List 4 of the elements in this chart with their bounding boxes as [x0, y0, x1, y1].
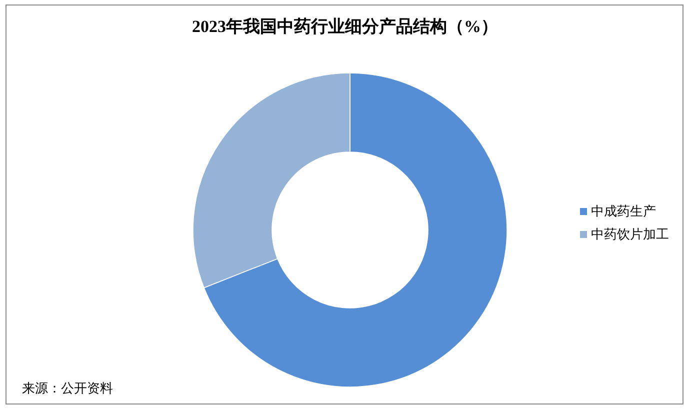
- legend-label: 中药饮片加工: [591, 228, 669, 243]
- chart-title: 2023年我国中药行业细分产品结构（%）: [192, 16, 498, 36]
- source-note: 来源：公开资料: [22, 382, 113, 397]
- legend-label: 中成药生产: [591, 204, 656, 220]
